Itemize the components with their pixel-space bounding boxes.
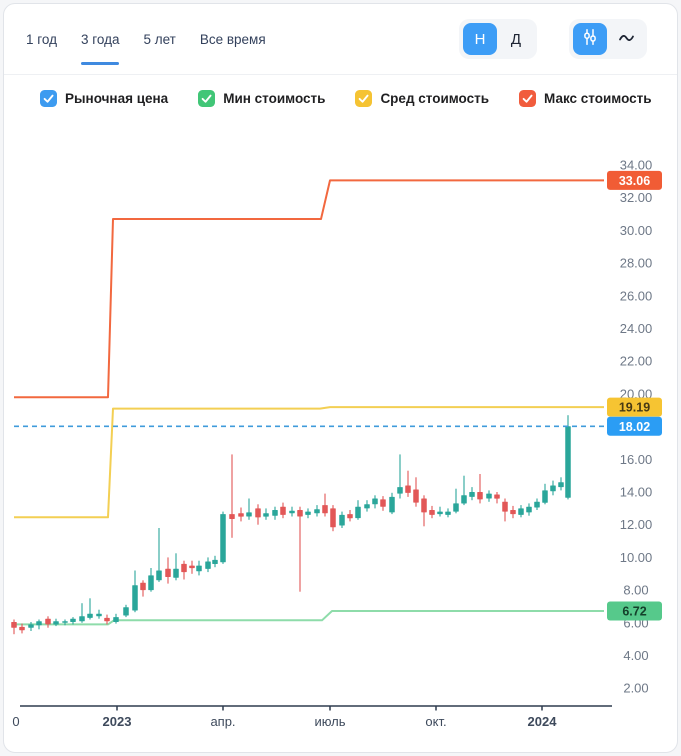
legend-item-min-value[interactable]: Мин стоимость [198,90,325,107]
wave-line-icon [617,28,636,51]
checkbox-avg-value[interactable] [355,90,373,107]
legend-label: Мин стоимость [223,91,326,106]
tab-5-years[interactable]: 5 лет [143,31,176,47]
candlestick-icon [581,28,599,50]
checkbox-market-price[interactable] [40,90,57,107]
checkbox-min-value[interactable] [198,90,216,107]
line-chart-button[interactable] [609,23,643,55]
legend: Рыночная цена Мин стоимость Сред стоимос… [4,75,677,111]
legend-item-avg-value[interactable]: Сред стоимость [355,90,489,107]
check-icon [43,94,54,103]
legend-item-max-value[interactable]: Макс стоимость [519,90,652,107]
tab-3-years[interactable]: 3 года [80,28,120,65]
legend-label: Сред стоимость [380,91,490,106]
checkbox-max-value[interactable] [519,90,537,107]
legend-item-market-price[interactable]: Рыночная цена [40,90,168,107]
chart-card: 1 год 3 года 5 лет Все время Н Д [3,3,678,753]
check-icon [522,94,533,103]
interval-button-group: Н Д [459,19,537,59]
toolbar-buttons: Н Д [459,19,647,59]
candlestick-chart-button[interactable] [573,23,607,55]
interval-week-button[interactable]: Н [463,23,497,55]
tab-1-year[interactable]: 1 год [26,31,57,47]
check-icon [359,94,369,103]
toolbar: 1 год 3 года 5 лет Все время Н Д [4,4,677,75]
tab-all-time[interactable]: Все время [199,31,266,47]
legend-label: Рыночная цена [65,91,169,106]
chart-type-button-group [569,19,647,59]
legend-label: Макс стоимость [544,91,652,106]
interval-day-button[interactable]: Д [510,30,522,48]
check-icon [201,94,212,103]
period-tabs: 1 год 3 года 5 лет Все время [26,28,266,65]
